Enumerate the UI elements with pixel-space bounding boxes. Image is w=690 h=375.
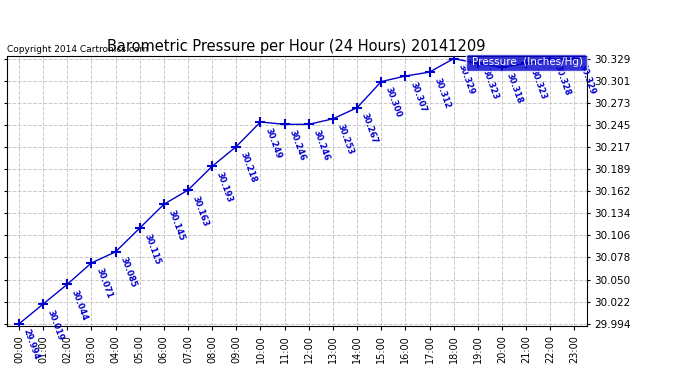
Legend: Pressure  (Inches/Hg): Pressure (Inches/Hg) [466, 54, 586, 71]
Text: 30.019: 30.019 [46, 308, 66, 342]
Text: 30.145: 30.145 [167, 209, 186, 242]
Text: 30.300: 30.300 [384, 86, 404, 119]
Text: 30.085: 30.085 [119, 256, 138, 289]
Text: 30.246: 30.246 [288, 129, 307, 162]
Text: 30.328: 30.328 [553, 64, 573, 97]
Text: 30.249: 30.249 [264, 126, 283, 159]
Text: 29.994: 29.994 [22, 328, 41, 362]
Text: 30.253: 30.253 [336, 123, 355, 156]
Text: 30.246: 30.246 [312, 129, 331, 162]
Text: 30.312: 30.312 [433, 76, 452, 109]
Text: 30.267: 30.267 [360, 112, 380, 145]
Text: 30.115: 30.115 [143, 232, 162, 266]
Text: 30.323: 30.323 [529, 68, 549, 101]
Text: 30.307: 30.307 [408, 80, 428, 113]
Text: 30.323: 30.323 [481, 68, 500, 101]
Text: 30.318: 30.318 [505, 72, 524, 105]
Title: Barometric Pressure per Hour (24 Hours) 20141209: Barometric Pressure per Hour (24 Hours) … [108, 39, 486, 54]
Text: 30.071: 30.071 [95, 267, 114, 300]
Text: 30.193: 30.193 [215, 171, 235, 204]
Text: 30.218: 30.218 [239, 151, 259, 184]
Text: 30.329: 30.329 [457, 63, 476, 96]
Text: Copyright 2014 Cartronics.com: Copyright 2014 Cartronics.com [8, 45, 148, 54]
Text: 30.329: 30.329 [578, 63, 597, 96]
Text: 30.044: 30.044 [70, 288, 90, 322]
Text: 30.163: 30.163 [191, 194, 210, 228]
